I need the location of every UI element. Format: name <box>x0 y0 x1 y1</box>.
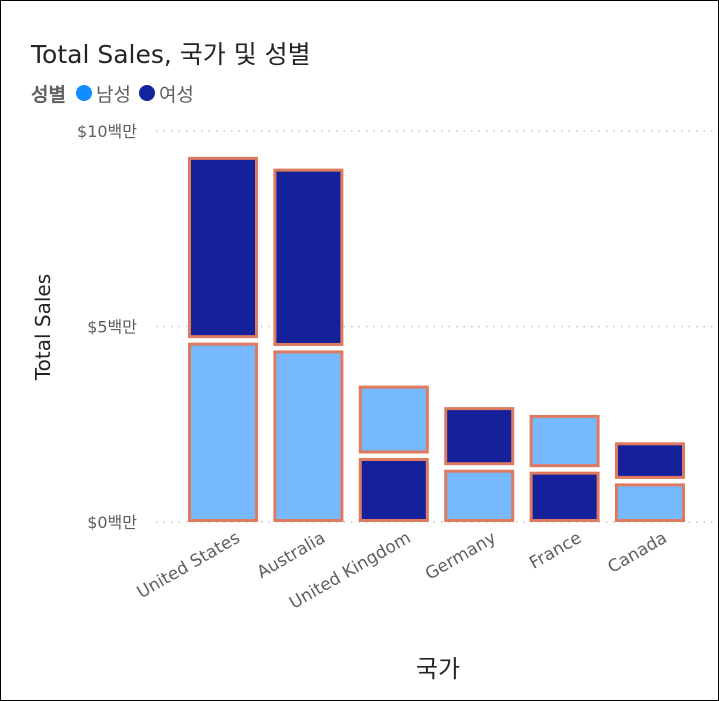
legend-item-male[interactable]: 남성 <box>75 80 131 107</box>
x-tick-label: Australia <box>254 528 329 583</box>
bar-segment-female[interactable] <box>529 471 600 523</box>
x-tick-label: France <box>526 528 585 574</box>
bar-segment-male[interactable] <box>188 342 258 523</box>
bar-segment-male[interactable] <box>529 414 600 468</box>
legend-item-female[interactable]: 여성 <box>138 80 194 107</box>
legend-label-male: 남성 <box>95 83 131 106</box>
y-tick-label: $5백만 <box>87 318 137 337</box>
bar-segment-female[interactable] <box>615 442 685 479</box>
bar-segment-male[interactable] <box>273 350 344 522</box>
bar-segment-female[interactable] <box>273 168 344 346</box>
legend-title: 성별 <box>31 83 66 106</box>
y-axis-title: Total Sales <box>31 274 55 381</box>
x-axis-title: 국가 <box>416 655 460 683</box>
y-tick-label: $0백만 <box>87 513 137 532</box>
bar-segment-female[interactable] <box>188 156 258 339</box>
x-tick-label: Canada <box>604 528 670 578</box>
legend-label-female: 여성 <box>158 83 194 106</box>
x-tick-label: Germany <box>422 528 500 584</box>
chart-title: Total Sales, 국가 및 성별 <box>31 40 311 69</box>
legend-dot-male <box>75 85 92 101</box>
bar-segment-female[interactable] <box>444 407 515 466</box>
legend[interactable]: 성별 남성 여성 <box>31 80 202 107</box>
bar-segment-male[interactable] <box>444 469 515 522</box>
legend-dot-female <box>138 85 155 101</box>
bar-segment-male[interactable] <box>615 483 685 522</box>
x-tick-label: United States <box>134 528 244 603</box>
bar-segment-male[interactable] <box>358 385 429 454</box>
bar-segment-female[interactable] <box>358 457 429 522</box>
y-tick-label: $10백만 <box>77 122 137 141</box>
